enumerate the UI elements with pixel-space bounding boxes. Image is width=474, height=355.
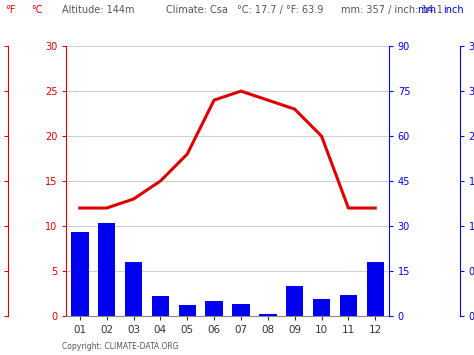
Text: mm: 357 / inch: 14.1: mm: 357 / inch: 14.1 <box>341 5 443 15</box>
Bar <box>179 305 196 316</box>
Bar <box>205 301 223 316</box>
Text: °C: °C <box>31 5 42 15</box>
Bar <box>340 295 357 316</box>
Bar <box>286 286 303 316</box>
Bar <box>71 232 89 316</box>
Bar <box>232 304 250 316</box>
Text: mm: mm <box>417 5 436 15</box>
Bar <box>313 300 330 316</box>
Bar <box>366 262 384 316</box>
Text: Climate: Csa: Climate: Csa <box>166 5 228 15</box>
Bar <box>98 223 115 316</box>
Text: Altitude: 144m: Altitude: 144m <box>62 5 134 15</box>
Bar <box>259 315 276 316</box>
Text: inch: inch <box>443 5 464 15</box>
Bar <box>125 262 142 316</box>
Text: Copyright: CLIMATE-DATA.ORG: Copyright: CLIMATE-DATA.ORG <box>62 343 178 351</box>
Text: °F: °F <box>5 5 15 15</box>
Bar <box>152 296 169 316</box>
Text: °C: 17.7 / °F: 63.9: °C: 17.7 / °F: 63.9 <box>237 5 323 15</box>
